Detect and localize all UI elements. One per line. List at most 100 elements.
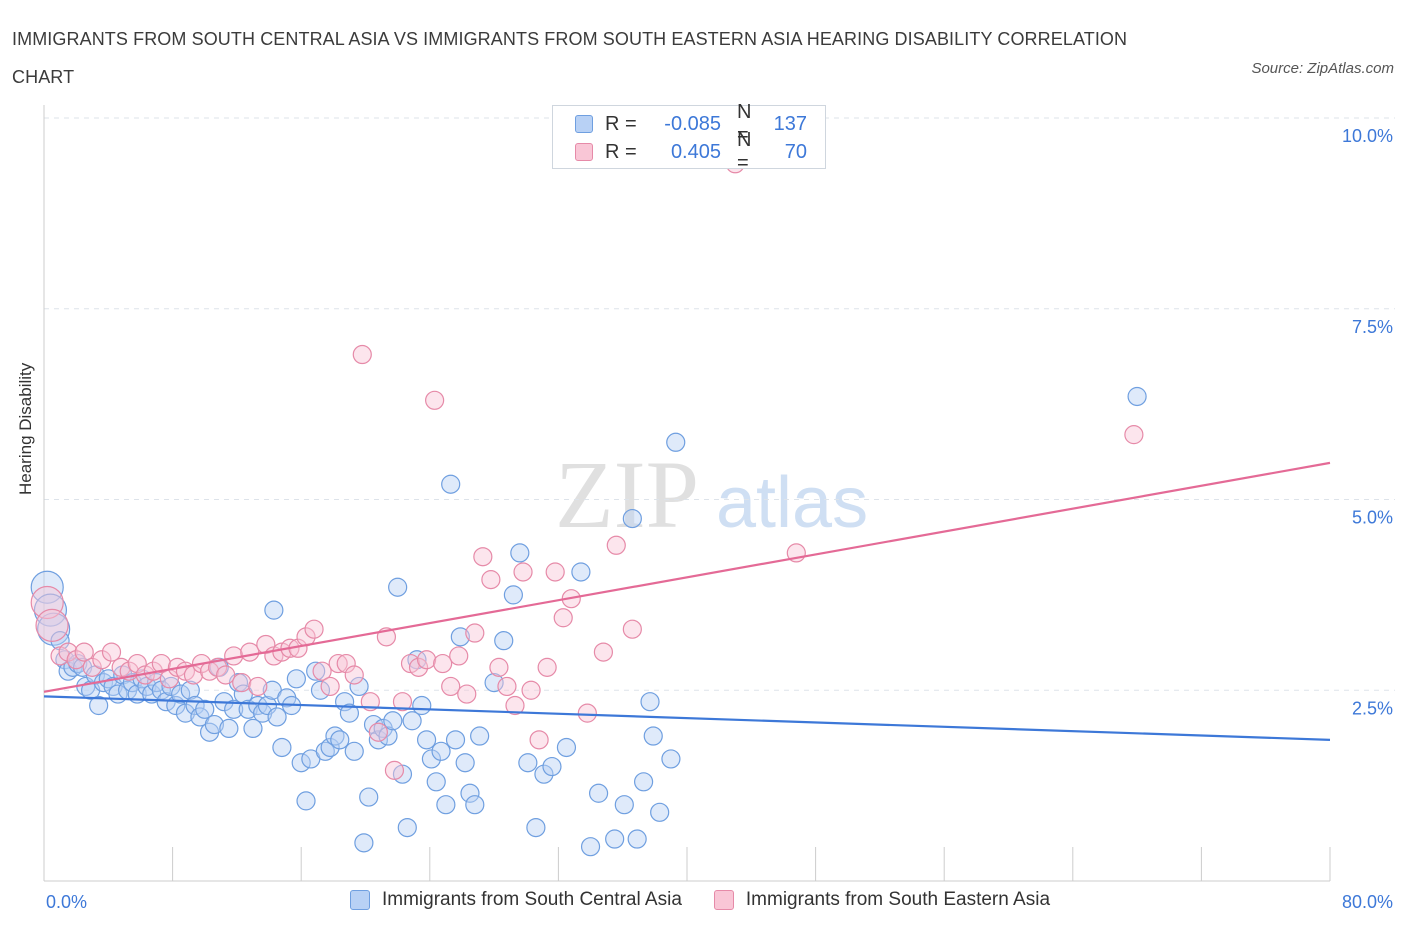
point-south-central-asia [503,585,523,605]
stats-row-blue: R = -0.085 N = 137 [575,101,807,146]
point-south-eastern-asia [320,676,340,697]
point-south-eastern-asia [368,722,388,742]
point-south-central-asia [416,730,437,750]
y-tick-label: 2.5% [1352,698,1393,718]
point-south-central-asia [640,692,660,712]
point-south-central-asia [378,726,398,746]
point-south-central-asia [588,783,609,803]
point-south-central-asia [402,711,422,731]
point-south-central-asia [388,577,408,597]
point-south-central-asia [460,783,480,803]
point-south-central-asia [175,703,196,723]
point-south-central-asia [445,730,466,750]
point-south-eastern-asia [416,650,437,670]
point-south-central-asia [383,711,403,731]
point-south-eastern-asia [312,661,332,681]
blue-swatch-icon [350,890,370,910]
point-south-eastern-asia [216,665,236,685]
point-south-central-asia [243,718,263,739]
point-south-eastern-asia [577,703,597,723]
y-tick-label: 5.0% [1352,508,1393,528]
point-south-central-asia [421,749,442,769]
point-south-central-asia [272,737,292,758]
point-south-central-asia [633,772,654,792]
point-south-central-asia [556,737,577,758]
r-label: R = [605,112,637,135]
point-south-central-asia [622,508,642,529]
point-south-central-asia [349,676,369,697]
point-south-central-asia [1127,386,1147,407]
point-south-eastern-asia [384,760,405,780]
point-south-central-asia [542,756,562,777]
point-south-eastern-asia [82,657,102,677]
legend-label: Immigrants from South Central Asia [382,889,682,910]
point-south-central-asia [643,726,663,746]
stats-row-pink: R = 0.405 N = 70 [575,129,807,174]
point-south-central-asia [431,741,451,761]
y-tick-label: 10.0% [1342,126,1393,146]
point-south-eastern-asia [457,684,477,704]
point-south-central-asia [286,669,306,689]
point-south-eastern-asia [521,680,541,700]
point-south-central-asia [306,661,326,681]
point-south-central-asia [627,829,647,849]
r-label: R = [605,140,637,163]
point-south-eastern-asia [304,619,324,639]
point-south-central-asia [614,795,634,815]
point-south-eastern-asia [606,535,626,555]
point-south-eastern-asia [58,642,78,662]
point-south-central-asia [526,817,546,838]
point-south-eastern-asia [489,657,509,677]
point-south-central-asia [354,833,374,853]
source-credit: Source: ZipAtlas.com [1251,60,1394,77]
point-south-eastern-asia [425,390,445,410]
point-south-eastern-asia [593,642,614,662]
legend-item-south-eastern-asia[interactable]: Immigrants from South Eastern Asia [713,889,1050,911]
point-south-central-asia [89,695,109,716]
point-south-central-asia [344,741,364,761]
point-south-eastern-asia [497,676,517,697]
trendline-south-central-asia [43,695,1331,741]
pink-swatch-icon [575,143,593,161]
point-south-central-asia [436,795,456,815]
pink-swatch-icon [713,890,734,910]
point-south-eastern-asia [537,657,557,677]
point-south-eastern-asia [433,653,453,674]
blue-swatch-icon [575,115,593,133]
point-south-eastern-asia [513,562,533,582]
watermark-atlas: atlas [716,463,868,543]
point-south-central-asia [518,753,538,773]
point-south-eastern-asia [127,653,147,674]
point-south-central-asia [296,791,316,811]
point-south-eastern-asia [248,676,268,697]
point-south-eastern-asia [449,646,469,666]
point-south-central-asia [219,718,239,739]
point-south-central-asia [359,787,379,807]
point-south-eastern-asia [553,608,573,628]
point-south-central-asia [666,432,686,452]
point-south-central-asia [180,680,200,700]
point-south-central-asia [494,631,514,651]
point-south-eastern-asia [545,562,565,582]
point-south-eastern-asia [344,665,364,685]
point-south-eastern-asia [328,653,348,674]
legend-item-south-central-asia[interactable]: Immigrants from South Central Asia [350,889,682,911]
point-south-central-asia [441,474,461,494]
point-south-central-asia [264,600,284,620]
point-south-central-asia [455,753,475,773]
point-south-central-asia [267,707,287,727]
point-south-eastern-asia [101,642,122,662]
n-label: N = [737,129,752,174]
point-south-eastern-asia [30,585,64,620]
point-south-central-asia [330,730,350,750]
point-south-eastern-asia [240,642,260,662]
point-south-central-asia [571,562,591,582]
point-south-central-asia [534,764,554,784]
point-south-central-asia [412,695,432,716]
point-south-central-asia [310,680,331,700]
point-south-eastern-asia [465,623,485,643]
y-tick-label: 7.5% [1352,317,1393,337]
point-south-eastern-asia [1124,425,1144,445]
point-south-central-asia [171,684,191,704]
